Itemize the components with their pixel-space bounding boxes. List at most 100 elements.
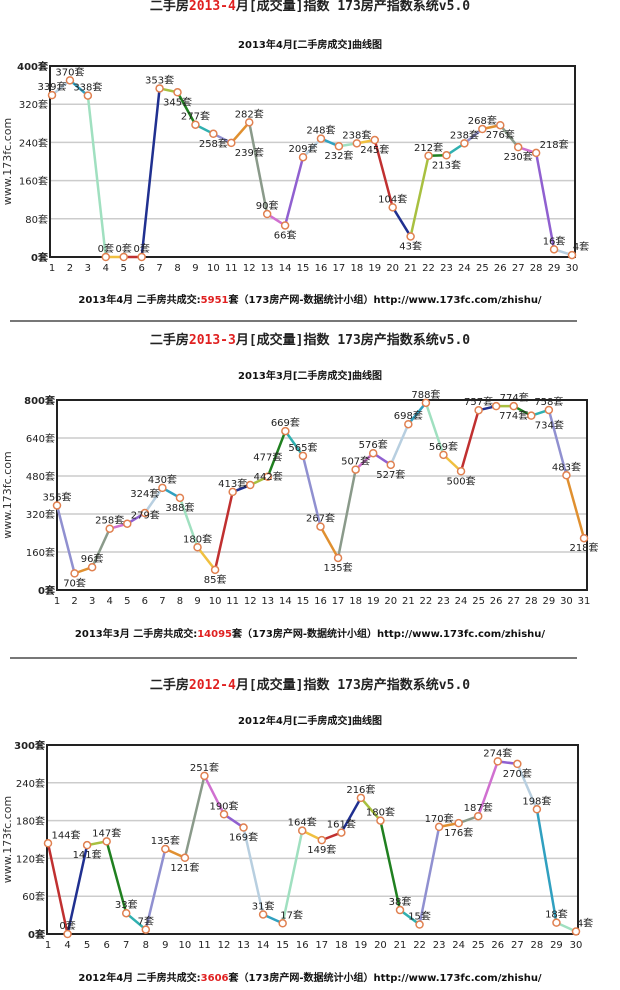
chart-1-footer: 2013年4月 二手房共成交:5951套（173房产网-数据统计小组）http:… [0,291,620,306]
data-point [101,252,111,262]
data-label: 569套 [429,440,458,453]
x-tick-label: 17 [332,596,345,607]
y-tick-label: 0套 [31,251,49,264]
data-label: 4套 [573,240,589,253]
series-segment [140,87,161,259]
data-label: 669套 [271,416,300,429]
data-point [544,405,554,415]
y-tick-label: 80套 [25,213,48,226]
footer-prefix: 2013年4月 二手房共成交: [78,295,201,306]
x-tick-label: 20 [386,263,399,274]
header-suffix: 月[成交量]指数 173房产指数系统v5.0 [235,0,471,14]
x-tick-label: 14 [279,596,292,607]
chart-3-header: 二手房2012-4月[成交量]指数 173房产指数系统v5.0 [0,674,620,693]
series-segment [46,842,69,936]
data-point [337,828,346,837]
x-tick-label: 5 [124,596,130,607]
data-label: 774套 [500,391,529,404]
data-label: 442套 [254,470,283,483]
header-prefix: 二手房 [149,333,189,348]
x-tick-label: 9 [194,596,200,607]
footer-total: 3606 [200,973,229,984]
data-point [421,398,431,408]
data-label: 267套 [306,512,335,525]
chart-3-footer: 2012年4月 二手房共成交:3606套（173房产网-数据统计小组）http:… [0,969,620,984]
series-segment [340,796,363,834]
y-axis-label: www.173fc.com [1,118,14,205]
data-point [209,129,218,139]
x-tick-label: 27 [512,263,525,274]
x-tick-label: 2 [67,263,73,274]
x-tick-label: 29 [550,940,563,951]
data-point [83,91,93,100]
data-point [552,918,561,927]
series-segment [284,429,305,458]
data-label: 213套 [432,158,461,171]
data-label: 85套 [204,573,227,586]
series-segment [476,760,500,818]
x-tick-label: 12 [244,596,257,607]
y-tick-label: 640套 [26,432,55,445]
x-tick-label: 7 [123,940,129,951]
data-point [493,757,503,766]
data-point [121,908,131,918]
series-segment [301,137,323,159]
series-segment [359,796,382,822]
x-tick-label: 16 [296,940,309,951]
data-point [141,925,151,934]
data-point [63,929,72,939]
x-tick-label: 28 [531,940,544,951]
data-point [434,822,444,832]
data-point [395,905,405,915]
data-label: 274套 [483,746,512,759]
data-point [527,411,536,420]
x-tick-label: 8 [174,263,180,274]
data-label: 147套 [92,826,121,839]
data-label: 507套 [341,455,370,468]
x-tick-label: 11 [225,263,238,274]
data-label: 31套 [252,899,275,912]
series-segment [183,774,206,860]
data-point [210,565,220,575]
header-period: 2013-3 [188,333,236,348]
chart-1-title: 2013年4月[二手房成交]曲线图 [238,40,382,51]
data-label: 339套 [37,80,66,93]
x-tick-label: 8 [143,940,149,951]
x-tick-label: 15 [276,940,289,951]
data-label: 388套 [165,501,194,514]
y-tick-label: 120套 [16,852,45,865]
series-segment [203,774,226,816]
x-tick-label: 26 [491,940,504,951]
data-label: 7套 [138,915,154,928]
data-point [297,826,307,835]
data-point [562,471,571,480]
data-point [298,451,308,461]
x-tick-label: 21 [404,263,417,274]
x-tick-label: 11 [226,596,239,607]
series-segment [242,826,265,916]
x-tick-label: 7 [159,596,165,607]
x-tick-label: 10 [209,596,222,607]
data-point [119,252,128,262]
x-tick-label: 20 [384,596,397,607]
data-point [439,450,448,460]
footer-total: 14095 [197,629,232,640]
data-label: 238套 [342,128,371,141]
data-point [474,405,483,415]
data-point [496,120,505,130]
data-label: 149套 [307,843,336,856]
series-segment [547,408,568,477]
x-tick-label: 11 [198,940,211,951]
data-label: 33套 [115,898,138,911]
data-label: 218套 [540,138,569,151]
series-segment [90,527,111,569]
y-tick-label: 480套 [26,470,55,483]
x-tick-label: 26 [494,263,507,274]
data-label: 164套 [288,816,317,829]
data-label: 0套 [59,919,75,932]
data-label: 527套 [376,468,405,481]
data-label: 209套 [288,142,317,155]
